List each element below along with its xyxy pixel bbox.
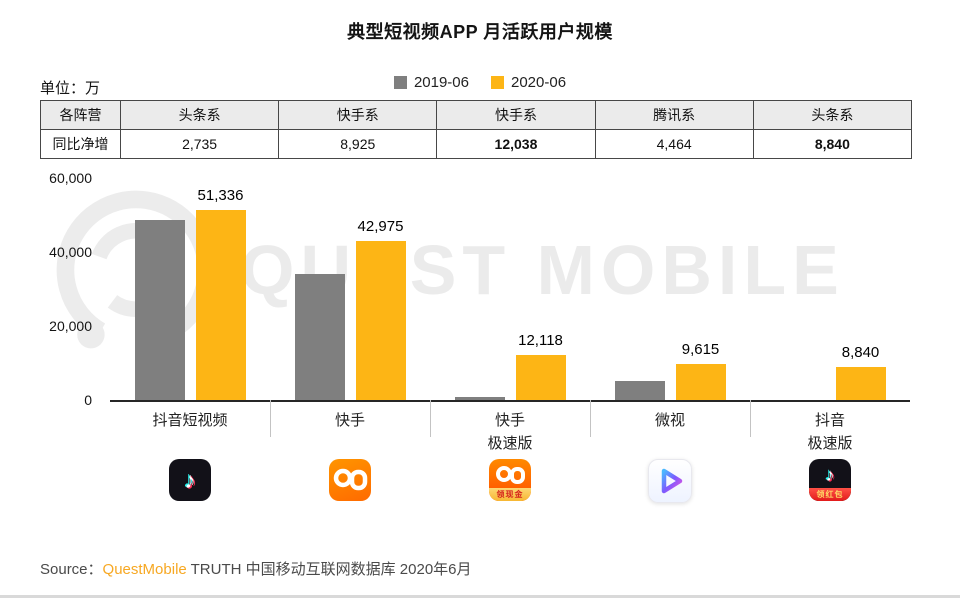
bar-value-label: 51,336 xyxy=(197,187,244,205)
app-icon-slot: ♪ 领红包 xyxy=(809,459,851,501)
bar-2020-06-快手 xyxy=(355,241,406,400)
y-axis: 0 20,000 40,000 60,000 xyxy=(30,170,102,408)
red-packet-badge: 领红包 xyxy=(809,488,851,501)
camp-header-cell: 快手系 xyxy=(436,100,596,130)
category-label-抖音极速版: 抖音 极速版 xyxy=(807,412,853,452)
bar-value-label: 42,975 xyxy=(357,218,404,235)
douyin-express-app-icon: ♪ 领红包 xyxy=(809,459,851,501)
bar-chart-plot-area: 51,336 抖音短视频 42,975 快手 12,118 快手 极速版 9,615 微视 8,8… xyxy=(110,178,910,452)
bar-value-label: 12,118 xyxy=(518,332,563,350)
legend-label: 2020-06 xyxy=(511,74,567,91)
table-corner-cell: 各阵营 xyxy=(40,100,121,130)
camp-header-cell: 头条系 xyxy=(752,100,913,130)
douyin-app-icon: ♪ xyxy=(169,459,211,501)
kuaishou-camera-icon xyxy=(496,466,525,484)
app-icon-slot: ♪ xyxy=(169,459,211,501)
camp-header-cell: 腾讯系 xyxy=(594,100,754,130)
category-boundary-tick xyxy=(270,400,271,437)
legend-item-2020-06: 2020-06 xyxy=(491,74,566,91)
net-increase-value-cell: 4,464 xyxy=(594,129,754,159)
kuaishou-express-app-icon: 领现金 xyxy=(489,459,531,501)
bar-2020-06-快手极速版 xyxy=(515,355,566,400)
unit-label: 单位：万 xyxy=(40,80,101,97)
net-increase-value-cell: 8,840 xyxy=(752,129,913,159)
source-suffix: TRUTH 中国移动互联网数据库 2020年6月 xyxy=(186,561,472,578)
camp-header-cell: 快手系 xyxy=(278,100,438,130)
legend-label: 2019-06 xyxy=(413,74,469,91)
category-label-微视: 微视 xyxy=(654,412,685,429)
net-increase-value-cell: 2,735 xyxy=(119,129,280,159)
legend-swatch xyxy=(491,76,504,89)
legend-item-2019-06: 2019-06 xyxy=(393,74,469,91)
music-note-icon: ♪ xyxy=(825,465,835,485)
bar-2020-06-抖音短视频 xyxy=(195,210,246,400)
source-brand: QuestMobile xyxy=(102,561,187,578)
weishi-play-icon xyxy=(661,468,683,494)
chart-title: 典型短视频APP 月活跃用户规模 xyxy=(347,22,613,42)
source-prefix: Source： xyxy=(40,561,103,578)
kuaishou-camera-icon xyxy=(333,468,368,491)
category-boundary-tick xyxy=(430,400,431,437)
kuaishou-app-icon xyxy=(329,459,371,501)
category-label-快手极速版: 快手 极速版 xyxy=(487,412,533,452)
bar-2019-06-抖音短视频 xyxy=(134,220,185,400)
bar-2020-06-微视 xyxy=(675,364,726,400)
bar-2019-06-快手 xyxy=(294,274,345,400)
category-boundary-tick xyxy=(590,400,591,437)
category-label-抖音短视频: 抖音短视频 xyxy=(152,412,228,429)
bar-2020-06-抖音极速版 xyxy=(835,367,886,400)
category-label-快手: 快手 xyxy=(334,412,365,429)
y-axis-tick-label: 0 xyxy=(84,392,92,408)
y-axis-tick-label: 60,000 xyxy=(49,170,92,186)
net-increase-table: 各阵营 头条系 快手系 快手系 腾讯系 头条系 同比净增 2,735 8,925 12,038 4,… xyxy=(40,100,913,159)
net-increase-value-cell: 8,925 xyxy=(278,129,438,159)
bar-2019-06-微视 xyxy=(614,380,665,400)
source-line: Source：QuestMobile TRUTH 中国移动互联网数据库 2020… xyxy=(40,558,472,579)
net-increase-value-cell: 12,038 xyxy=(436,129,596,159)
y-axis-tick-label: 20,000 xyxy=(49,318,92,334)
row-label-cell: 同比净增 xyxy=(40,129,121,159)
bar-value-label: 9,615 xyxy=(681,341,720,359)
app-icon-slot xyxy=(648,459,692,503)
app-icon-slot: 领现金 xyxy=(489,459,531,501)
weishi-app-icon xyxy=(648,459,692,503)
app-icon-slot xyxy=(329,459,371,501)
bar-2019-06-快手极速版 xyxy=(454,397,505,400)
music-note-icon: ♪ xyxy=(184,466,196,493)
category-boundary-tick xyxy=(750,400,751,437)
camp-header-cell: 头条系 xyxy=(119,100,280,130)
cash-badge: 领现金 xyxy=(489,488,531,501)
app-icons-row: ♪ 领现金 ♪ 领红包 xyxy=(110,459,910,515)
legend-swatch xyxy=(393,76,407,89)
y-axis-tick-label: 40,000 xyxy=(49,244,92,260)
bar-value-label: 8,840 xyxy=(841,344,880,362)
legend: 2019-06 2020-06 xyxy=(0,74,960,91)
